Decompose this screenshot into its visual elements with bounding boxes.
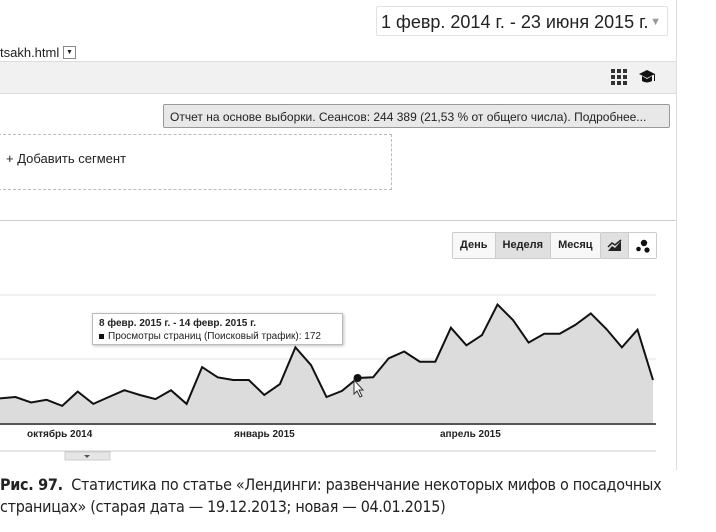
- series-line: [0, 302, 654, 408]
- x-tick-label: январь 2015: [234, 429, 295, 440]
- caption-line-2: страницах» (старая дата — 19.12.2013; но…: [0, 497, 446, 516]
- chevron-down-icon: ▼: [650, 16, 661, 28]
- chart-tooltip: 8 февр. 2015 г. - 14 февр. 2015 г. Просм…: [92, 313, 343, 345]
- caption-line-1: Статистика по статье «Лендинги: развенча…: [71, 475, 662, 494]
- toolbar: [0, 61, 676, 94]
- divider: [0, 220, 676, 221]
- date-range-text: 1 февр. 2014 г. - 23 июня 2015 г.: [381, 12, 649, 32]
- week-button[interactable]: Неделя: [495, 233, 552, 258]
- month-button[interactable]: Месяц: [551, 233, 600, 258]
- grid-icon[interactable]: [611, 69, 627, 85]
- add-segment-link[interactable]: + Добавить сегмент: [6, 151, 127, 166]
- line-chart-icon[interactable]: [601, 233, 629, 258]
- x-tick-label: апрель 2015: [440, 429, 501, 440]
- granularity-toggle: День Неделя Месяц: [452, 232, 601, 259]
- graduation-cap-icon[interactable]: [638, 69, 656, 85]
- figure-label: Рис. 97.: [0, 475, 63, 494]
- file-dropdown-button[interactable]: ▼: [63, 46, 76, 59]
- pageviews-chart: [0, 294, 656, 461]
- mouse-cursor-icon: [353, 378, 365, 398]
- day-button[interactable]: День: [453, 233, 496, 258]
- series-area: [0, 304, 653, 424]
- motion-chart-icon[interactable]: [629, 233, 656, 258]
- add-segment-box[interactable]: [0, 134, 392, 190]
- tooltip-title: 8 февр. 2015 г. - 14 февр. 2015 г.: [99, 318, 257, 329]
- chart-mode-toggle: [600, 232, 657, 259]
- chevron-down-icon: [84, 455, 90, 458]
- x-tick-label: октябрь 2014: [27, 429, 93, 440]
- series-square-icon: [99, 333, 104, 339]
- page-file-name: tsakh.html: [0, 45, 60, 60]
- highlighted-data-point[interactable]: [353, 374, 362, 382]
- sampling-notice-button[interactable]: Отчет на основе выборки. Сеансов: 244 38…: [163, 104, 670, 128]
- figure-caption: Рис. 97. Статистика по статье «Лендинги:…: [0, 474, 716, 518]
- panel-border: [676, 0, 677, 470]
- tooltip-value: Просмотры страниц (Поисковый трафик): 17…: [108, 331, 321, 342]
- date-range-picker[interactable]: 1 февр. 2014 г. - 23 июня 2015 г. ▼: [376, 6, 668, 36]
